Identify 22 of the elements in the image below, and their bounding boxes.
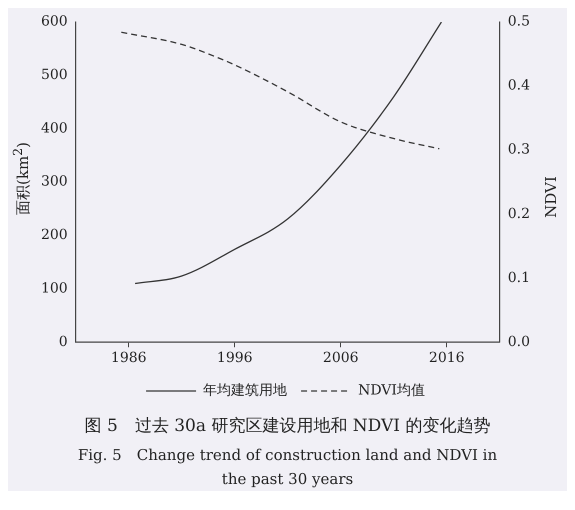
y2-tick-label: 0.3: [508, 142, 530, 158]
y2-tick-label: 0.4: [508, 78, 530, 94]
y-tick-label: 0: [58, 334, 68, 350]
legend-label: 年均建筑用地: [203, 382, 288, 399]
x-tick-label: 1986: [110, 350, 147, 366]
y2-tick-label: 0.2: [508, 206, 530, 222]
y-tick-label: 500: [40, 67, 68, 84]
y-tick-label: 300: [40, 174, 68, 190]
y2-tick-label: 0.5: [508, 14, 530, 30]
legend-label: NDVI均值: [358, 382, 425, 399]
x-tick-label: 2016: [428, 350, 465, 366]
y-tick-label: 400: [40, 120, 68, 136]
x-tick-label: 1996: [216, 350, 253, 366]
y2-tick-label: 0.1: [508, 270, 530, 286]
text: 图 5 过去 30a 研究区建设用地和 NDVI 的变化趋势: [84, 415, 492, 437]
y-tick-label: 200: [40, 227, 68, 244]
x-tick-label: 2006: [322, 350, 359, 366]
y-tick-label: 100: [40, 280, 68, 296]
y2-tick-label: 0.0: [508, 334, 530, 350]
y-tick-label: 600: [40, 14, 68, 30]
y2-axis-title: NDVI: [542, 176, 560, 218]
text: Fig. 5 Change trend of construction land and NDVI in the past 30 years: [76, 445, 498, 490]
